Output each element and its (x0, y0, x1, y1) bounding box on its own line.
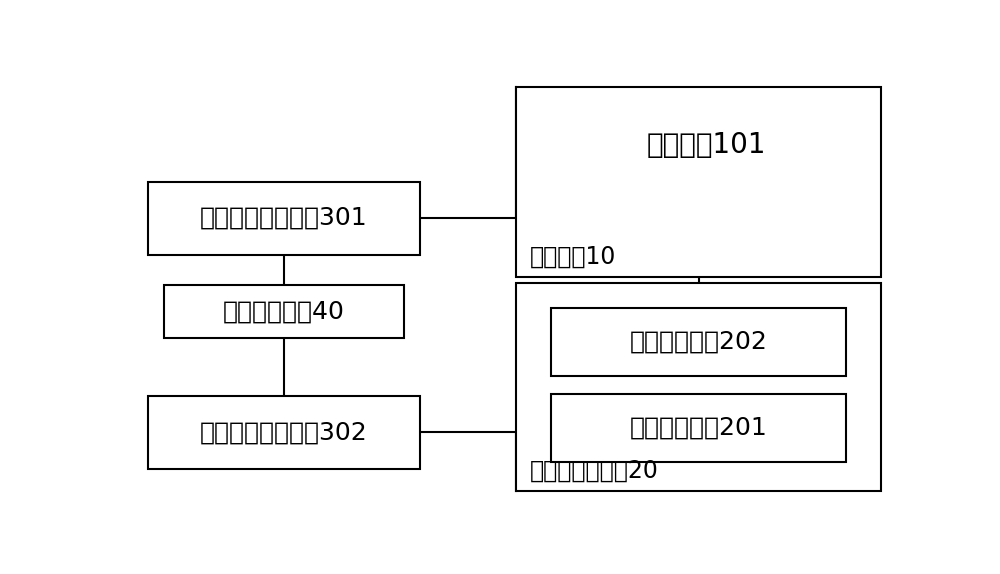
Text: 温度监控模块202: 温度监控模块202 (630, 330, 767, 354)
Text: 第二电流控制模块302: 第二电流控制模块302 (200, 420, 368, 444)
Bar (148, 396, 420, 469)
Text: 缓存模块101: 缓存模块101 (646, 131, 766, 159)
Bar (559, 102, 854, 188)
Bar (516, 87, 881, 277)
Text: 第二电源模块201: 第二电源模块201 (630, 416, 767, 440)
Text: 数字模块10: 数字模块10 (530, 245, 617, 269)
Bar (148, 181, 420, 254)
Bar (516, 283, 881, 491)
Text: 模拟接收链模块20: 模拟接收链模块20 (530, 459, 659, 483)
Text: 第一电源模块40: 第一电源模块40 (223, 300, 345, 324)
Bar (164, 285, 404, 339)
Bar (551, 394, 846, 462)
Bar (551, 308, 846, 376)
Text: 第一电流控制模块301: 第一电流控制模块301 (200, 206, 368, 230)
